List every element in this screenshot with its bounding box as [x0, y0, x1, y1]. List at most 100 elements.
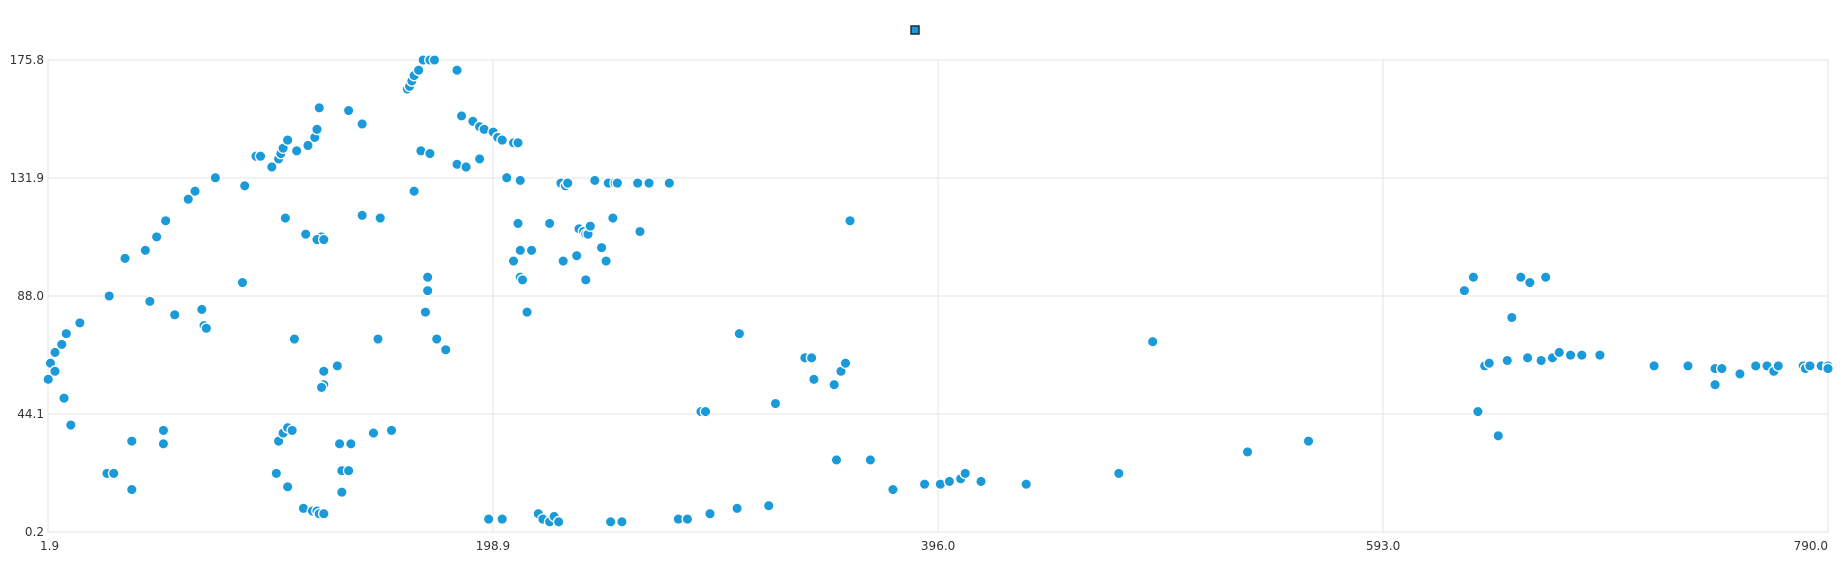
data-point[interactable]: [157, 437, 170, 450]
data-point[interactable]: [1146, 335, 1159, 348]
data-point[interactable]: [959, 467, 972, 480]
data-point[interactable]: [345, 437, 357, 450]
data-point[interactable]: [496, 134, 509, 146]
data-point[interactable]: [1112, 467, 1125, 480]
data-point[interactable]: [374, 212, 387, 224]
data-point[interactable]: [342, 464, 355, 477]
data-point[interactable]: [844, 214, 856, 227]
data-point[interactable]: [385, 424, 398, 437]
data-point[interactable]: [254, 150, 267, 163]
data-point[interactable]: [731, 502, 743, 515]
data-point[interactable]: [1682, 360, 1694, 372]
data-point[interactable]: [496, 513, 509, 525]
data-point[interactable]: [1553, 346, 1566, 359]
data-point[interactable]: [579, 274, 592, 286]
data-point[interactable]: [125, 483, 138, 496]
data-point[interactable]: [604, 515, 617, 528]
data-point[interactable]: [200, 322, 213, 335]
data-point[interactable]: [611, 177, 624, 189]
data-point[interactable]: [103, 290, 116, 302]
data-point[interactable]: [367, 427, 380, 439]
data-point[interactable]: [1302, 435, 1315, 447]
data-point[interactable]: [168, 308, 181, 321]
data-point[interactable]: [73, 317, 86, 329]
data-point[interactable]: [500, 171, 513, 184]
data-point[interactable]: [195, 303, 208, 316]
data-point[interactable]: [1505, 311, 1518, 324]
data-point[interactable]: [317, 365, 330, 378]
data-point[interactable]: [430, 333, 443, 345]
data-point[interactable]: [42, 373, 55, 386]
data-point[interactable]: [288, 333, 301, 345]
data-point[interactable]: [514, 244, 527, 257]
data-point[interactable]: [769, 397, 782, 410]
data-point[interactable]: [975, 475, 987, 488]
data-point[interactable]: [830, 454, 843, 466]
data-point[interactable]: [159, 214, 172, 227]
data-point[interactable]: [1472, 405, 1484, 418]
data-point[interactable]: [521, 306, 533, 318]
data-point[interactable]: [356, 209, 369, 222]
data-point[interactable]: [1020, 478, 1033, 491]
data-point[interactable]: [49, 365, 61, 378]
data-point[interactable]: [49, 346, 61, 359]
data-point[interactable]: [182, 193, 195, 206]
legend-swatch[interactable]: [910, 25, 920, 35]
data-point[interactable]: [125, 435, 138, 447]
data-point[interactable]: [595, 241, 608, 254]
data-point[interactable]: [189, 185, 201, 198]
data-point[interactable]: [1594, 349, 1606, 361]
data-point[interactable]: [356, 118, 369, 130]
data-point[interactable]: [681, 513, 694, 525]
data-point[interactable]: [516, 274, 529, 286]
data-point[interactable]: [372, 333, 384, 345]
data-point[interactable]: [451, 64, 463, 77]
data-point[interactable]: [1822, 362, 1834, 375]
data-point[interactable]: [419, 306, 432, 318]
data-point[interactable]: [281, 134, 294, 146]
data-point[interactable]: [634, 225, 646, 238]
data-point[interactable]: [1501, 354, 1514, 367]
data-point[interactable]: [1241, 446, 1254, 458]
data-point[interactable]: [270, 467, 283, 480]
data-point[interactable]: [1492, 429, 1505, 442]
data-point[interactable]: [839, 357, 852, 370]
data-point[interactable]: [1539, 271, 1552, 284]
data-point[interactable]: [279, 212, 292, 224]
data-point[interactable]: [421, 271, 434, 284]
data-point[interactable]: [315, 381, 328, 394]
data-point[interactable]: [616, 515, 628, 528]
legend[interactable]: [910, 25, 920, 35]
data-point[interactable]: [1749, 360, 1762, 372]
data-point[interactable]: [302, 139, 314, 152]
data-point[interactable]: [460, 161, 472, 173]
data-point[interactable]: [482, 513, 495, 525]
data-point[interactable]: [525, 244, 538, 257]
data-point[interactable]: [317, 233, 330, 246]
data-point[interactable]: [733, 327, 746, 340]
data-point[interactable]: [286, 424, 299, 437]
data-point[interactable]: [412, 64, 425, 77]
data-point[interactable]: [157, 424, 170, 437]
data-point[interactable]: [1734, 368, 1746, 380]
data-point[interactable]: [55, 338, 68, 351]
data-point[interactable]: [600, 255, 612, 267]
data-point[interactable]: [805, 351, 818, 364]
data-point[interactable]: [428, 54, 441, 66]
data-point[interactable]: [588, 174, 601, 187]
data-point[interactable]: [1648, 360, 1660, 372]
data-point[interactable]: [209, 171, 222, 184]
data-point[interactable]: [60, 327, 73, 340]
data-point[interactable]: [299, 228, 312, 241]
data-point[interactable]: [561, 177, 574, 189]
data-point[interactable]: [943, 475, 956, 488]
data-point[interactable]: [139, 244, 152, 257]
data-point[interactable]: [512, 217, 524, 230]
data-point[interactable]: [1715, 362, 1728, 375]
data-point[interactable]: [119, 252, 131, 265]
data-point[interactable]: [150, 231, 163, 243]
data-point[interactable]: [1535, 354, 1548, 367]
data-point[interactable]: [424, 147, 436, 160]
data-point[interactable]: [64, 419, 77, 431]
data-point[interactable]: [335, 486, 348, 499]
